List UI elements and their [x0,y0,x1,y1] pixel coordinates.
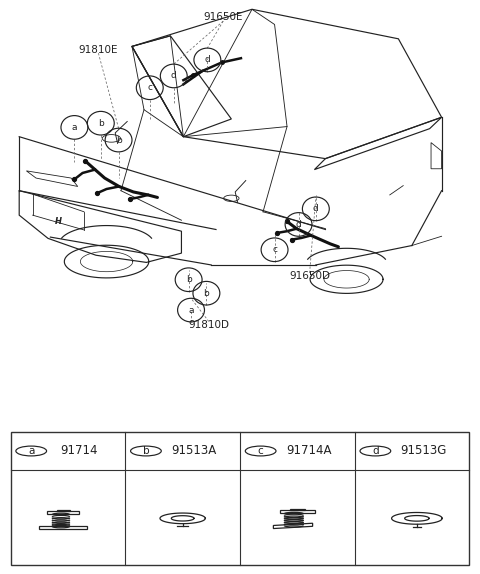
Text: b: b [116,135,121,145]
Text: d: d [313,204,319,214]
Text: 91714: 91714 [60,444,98,457]
Text: 91650E: 91650E [204,12,243,22]
Text: b: b [98,119,104,127]
Text: c: c [272,245,277,254]
Text: H: H [55,216,62,226]
Text: a: a [28,446,35,456]
Text: c: c [147,83,152,92]
Text: b: b [143,446,149,456]
Text: 91714A: 91714A [286,444,332,457]
Text: a: a [72,123,77,132]
Text: 91650D: 91650D [289,272,330,281]
Text: 91513G: 91513G [400,444,447,457]
Text: c: c [258,446,264,456]
Text: a: a [188,305,194,315]
Text: d: d [204,56,210,64]
Text: d: d [171,71,177,80]
Text: d: d [372,446,379,456]
Text: 91810E: 91810E [79,45,118,55]
Text: 91810D: 91810D [188,320,229,330]
Text: b: b [204,289,209,298]
Text: d: d [296,220,301,229]
Text: b: b [186,275,192,284]
Text: 91513A: 91513A [171,444,217,457]
